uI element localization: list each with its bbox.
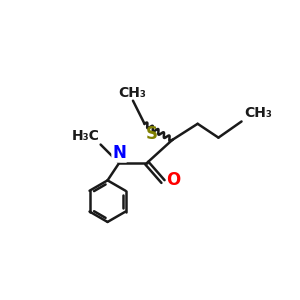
Text: CH₃: CH₃ — [244, 106, 272, 120]
Text: S: S — [146, 125, 158, 143]
Text: N: N — [112, 144, 126, 162]
Text: H₃C: H₃C — [72, 129, 100, 143]
Text: CH₃: CH₃ — [118, 85, 146, 100]
Text: O: O — [166, 171, 180, 189]
